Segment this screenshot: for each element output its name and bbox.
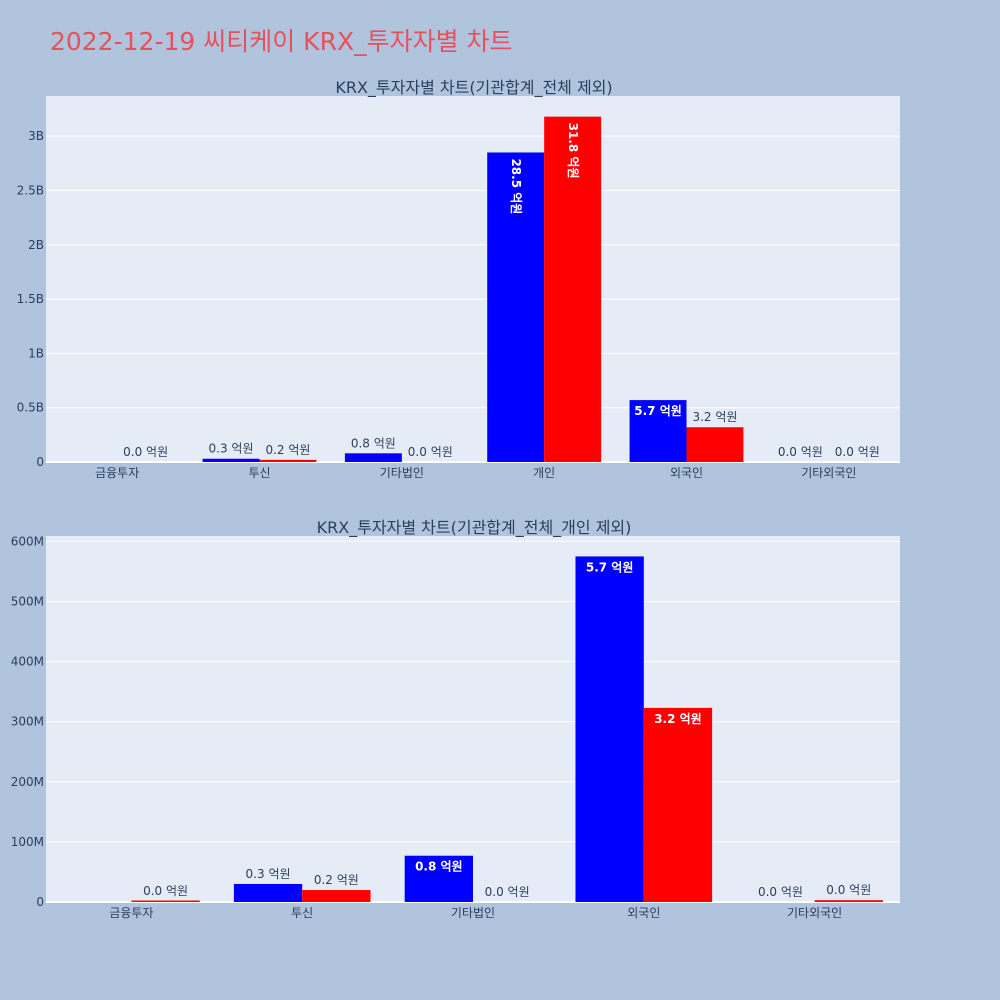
data-label: 0.0 억원 — [123, 445, 168, 459]
bar — [575, 556, 644, 902]
data-label: 0.8 억원 — [415, 860, 463, 874]
bar — [814, 900, 883, 902]
data-label: 0.0 억원 — [778, 445, 823, 459]
x-tick-label: 기타외국인 — [787, 906, 842, 920]
data-label: 0.3 억원 — [209, 442, 254, 456]
data-label: 0.8 억원 — [351, 436, 396, 450]
y-tick-label: 0 — [36, 455, 44, 469]
y-tick-label: 2.5B — [17, 183, 44, 197]
y-tick-label: 400M — [11, 655, 44, 669]
data-label: 5.7 억원 — [634, 404, 682, 418]
page-title: 2022-12-19 씨티케이 KRX_투자자별 차트 — [50, 27, 513, 56]
y-tick-label: 0.5B — [17, 401, 44, 415]
chart-bottom: 0 100M 200M 300M 400M 500M 600M KRX_투자자별 차트(기관합… — [11, 518, 900, 920]
bar — [487, 152, 545, 462]
y-tick-label: 1B — [28, 346, 44, 360]
x-tick-label: 금융투자 — [95, 466, 139, 480]
data-label: 0.0 억원 — [143, 884, 188, 898]
x-tick-label: 외국인 — [627, 906, 660, 920]
x-tick-label: 금융투자 — [109, 906, 153, 920]
y-tick-label: 500M — [11, 595, 44, 609]
bar — [202, 458, 260, 462]
bar — [404, 855, 473, 902]
plot-area — [46, 536, 900, 902]
bar — [643, 707, 713, 902]
data-label: 28.5 억원 — [509, 158, 523, 214]
y-tick-label: 3B — [28, 129, 44, 143]
y-tick-label: 600M — [11, 534, 44, 548]
x-tick-label: 투신 — [291, 906, 313, 920]
x-tick-label: 기타법인 — [380, 466, 424, 480]
x-tick-label: 기타법인 — [451, 906, 495, 920]
bar — [544, 116, 602, 463]
chart-title: KRX_투자자별 차트(기관합계_전체_개인 제외) — [317, 518, 632, 538]
y-tick-label: 1.5B — [17, 292, 44, 306]
bar — [233, 883, 303, 902]
chart-top: 0 0.5B 1B 1.5B 2B 2.5B 3B KRX_투자자별 차트(기관합계_전체 제… — [17, 78, 900, 480]
x-tick-label: 외국인 — [670, 466, 703, 480]
data-label: 0.2 억원 — [314, 873, 359, 887]
bar — [344, 453, 402, 462]
data-label: 3.2 억원 — [654, 712, 702, 726]
bar — [302, 889, 371, 902]
y-tick-label: 300M — [11, 715, 44, 729]
chart-title: KRX_투자자별 차트(기관합계_전체 제외) — [335, 78, 612, 98]
bar — [131, 900, 200, 902]
data-label: 0.0 억원 — [826, 883, 871, 897]
data-label: 31.8 억원 — [566, 123, 580, 179]
data-label: 0.0 억원 — [835, 445, 880, 459]
bar — [259, 459, 317, 462]
plot-area — [46, 96, 900, 462]
data-label: 5.7 억원 — [586, 560, 634, 574]
data-label: 0.2 억원 — [265, 443, 310, 457]
x-tick-label: 개인 — [533, 466, 555, 480]
y-tick-label: 200M — [11, 775, 44, 789]
data-label: 3.2 억원 — [692, 410, 737, 424]
x-tick-label: 기타외국인 — [801, 466, 856, 480]
bar — [686, 427, 744, 462]
y-tick-label: 2B — [28, 238, 44, 252]
y-tick-label: 0 — [36, 895, 44, 909]
data-label: 0.0 억원 — [758, 885, 803, 899]
data-label: 0.0 억원 — [408, 445, 453, 459]
y-tick-label: 100M — [11, 835, 44, 849]
x-tick-label: 투신 — [248, 466, 270, 480]
data-label: 0.3 억원 — [246, 867, 291, 881]
bar — [629, 400, 687, 462]
data-label: 0.0 억원 — [485, 885, 530, 899]
